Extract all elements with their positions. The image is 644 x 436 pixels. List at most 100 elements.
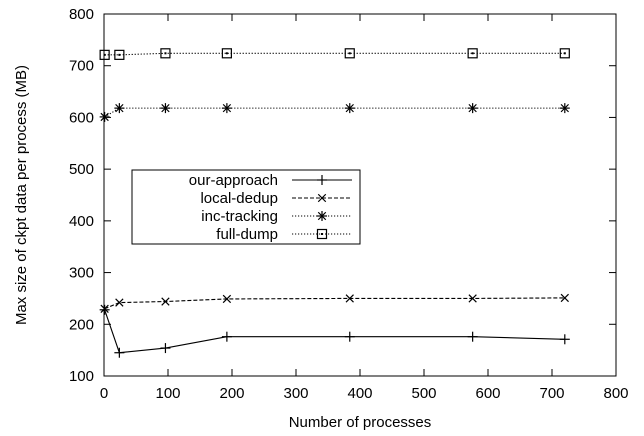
data-point (161, 297, 170, 306)
marker-stroke (317, 211, 327, 221)
data-point (114, 103, 125, 114)
data-point (114, 347, 125, 358)
data-point (345, 294, 354, 303)
series-our-approach (99, 304, 570, 358)
marker-stroke (115, 298, 124, 307)
legend-marker (316, 228, 328, 240)
x-axis: 0 100 200 300 400 500 600 700 800 (100, 14, 629, 402)
y-tick-label: 600 (69, 109, 94, 126)
data-point (559, 48, 570, 59)
marker-stroke (100, 304, 109, 313)
x-tick-label: 200 (219, 385, 244, 402)
series-line (104, 52, 565, 56)
series-line (104, 107, 565, 118)
x-tick-label: 700 (539, 385, 564, 402)
x-axis-title: Number of processes (289, 414, 432, 431)
marker-stroke (345, 294, 354, 303)
data-point (467, 331, 478, 342)
marker-box (316, 228, 328, 240)
marker-center (164, 52, 167, 55)
legend-marker (317, 193, 327, 203)
marker-stroke (222, 294, 232, 304)
series-full-dump (99, 48, 570, 60)
data-point (222, 294, 232, 304)
data-point (99, 304, 110, 315)
data-point (467, 103, 478, 114)
legend: our-approachlocal-dedupinc-trackingfull-… (131, 169, 361, 245)
data-point (115, 298, 124, 307)
data-point (221, 331, 232, 342)
marker-center (321, 233, 323, 235)
marker-box (559, 48, 570, 59)
x-tick-label: 600 (475, 385, 500, 402)
marker-center (225, 52, 228, 55)
data-point (100, 304, 109, 313)
y-tick-label: 300 (69, 265, 94, 282)
data-point (560, 293, 569, 303)
data-point (221, 48, 232, 59)
y-axis: 100 200 300 400 500 600 700 800 (69, 6, 616, 385)
series-inc-tracking (99, 103, 570, 122)
marker-stroke (468, 294, 477, 303)
legend-label: inc-tracking (201, 208, 278, 225)
legend-label: our-approach (189, 172, 278, 189)
data-point (344, 48, 355, 59)
marker-center (103, 53, 106, 56)
marker-stroke (161, 297, 170, 306)
marker-box (221, 48, 232, 59)
data-point (160, 103, 171, 114)
data-point (344, 331, 355, 342)
y-tick-label: 400 (69, 213, 94, 230)
marker-center (118, 53, 121, 56)
x-tick-label: 300 (283, 385, 308, 402)
legend-label: local-dedup (200, 190, 278, 207)
y-axis-title: Max size of ckpt data per process (MB) (13, 65, 30, 325)
marker-box (99, 49, 110, 60)
marker-box (467, 48, 478, 59)
marker-stroke (468, 103, 477, 113)
data-point (468, 294, 477, 303)
marker-center (471, 52, 474, 55)
marker-box (344, 48, 355, 59)
data-point (99, 111, 110, 122)
legend-marker (317, 175, 327, 185)
marker-stroke (222, 103, 232, 113)
series-line (104, 297, 565, 310)
series-line (104, 309, 565, 354)
y-tick-label: 800 (69, 6, 94, 23)
x-tick-label: 400 (347, 385, 372, 402)
marker-center (563, 52, 566, 55)
x-tick-label: 500 (411, 385, 436, 402)
legend-marker (317, 211, 327, 221)
data-point (160, 48, 171, 59)
x-tick-label: 800 (603, 385, 628, 402)
data-point (114, 49, 125, 60)
series-layer (99, 48, 570, 358)
marker-stroke (317, 193, 327, 203)
marker-box (114, 49, 125, 60)
marker-stroke (560, 103, 569, 113)
series-local-dedup (100, 293, 569, 313)
marker-stroke (100, 112, 109, 122)
data-point (221, 103, 232, 114)
legend-label: full-dump (216, 226, 278, 243)
y-tick-label: 200 (69, 316, 94, 333)
data-point (559, 103, 570, 114)
data-point (344, 103, 355, 114)
data-point (160, 343, 171, 354)
y-tick-label: 100 (69, 368, 94, 385)
data-point (467, 48, 478, 59)
marker-stroke (560, 293, 569, 303)
marker-box (160, 48, 171, 59)
marker-stroke (345, 103, 354, 113)
data-point (559, 334, 570, 345)
data-point (99, 49, 110, 60)
marker-stroke (161, 103, 170, 113)
marker-center (348, 52, 351, 55)
x-tick-label: 100 (155, 385, 180, 402)
marker-stroke (115, 103, 124, 113)
x-tick-label: 0 (100, 385, 108, 402)
y-tick-label: 700 (69, 58, 94, 75)
y-tick-label: 500 (69, 161, 94, 178)
